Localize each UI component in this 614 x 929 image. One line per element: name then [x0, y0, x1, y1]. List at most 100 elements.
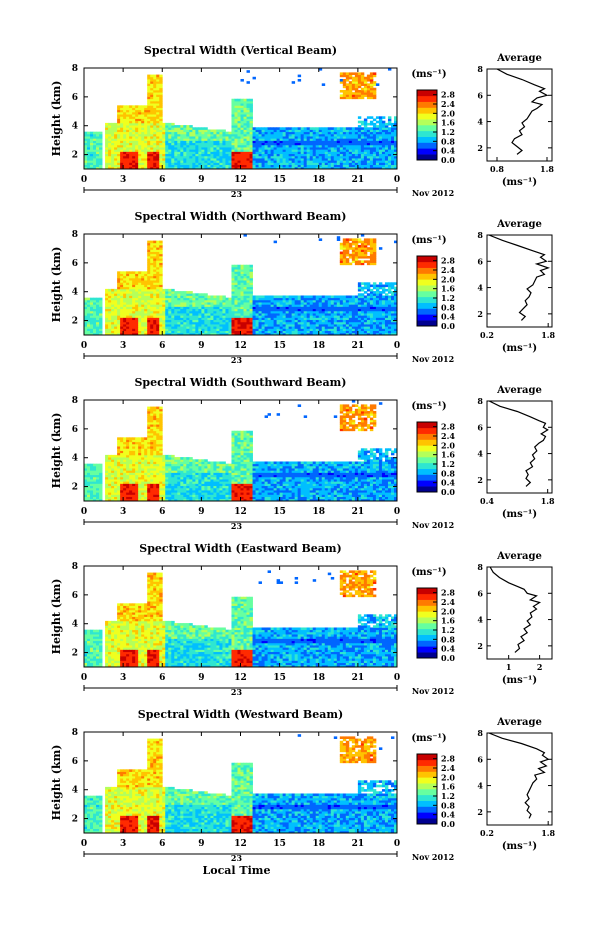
heatmap-cell [84, 162, 88, 166]
heatmap-cell [210, 313, 214, 316]
heatmap-cell [381, 131, 386, 135]
heatmap-cell [150, 326, 154, 329]
heatmap-cell [384, 133, 389, 137]
heatmap-cell [375, 315, 380, 318]
heatmap-cell [225, 131, 229, 135]
heatmap-cell [207, 153, 211, 157]
heatmap-cell [168, 147, 172, 150]
heatmap-cell [288, 149, 293, 152]
heatmap-cell [111, 330, 115, 334]
heatmap-cell [381, 162, 386, 166]
heatmap-cell [393, 330, 398, 334]
heatmap-cell [159, 306, 163, 310]
heatmap-cell [366, 153, 371, 157]
heatmap-cell [303, 313, 308, 316]
heatmap-cell [300, 142, 305, 146]
heatmap-cell [354, 260, 359, 263]
heatmap-cell [267, 313, 271, 316]
heatmap-cell [114, 158, 118, 161]
heatmap-cell [165, 310, 169, 314]
heatmap-cell [309, 144, 314, 148]
heatmap-cell [120, 105, 124, 108]
heatmap-cell [162, 332, 166, 336]
heatmap-cell [210, 158, 214, 161]
heatmap-cell [93, 326, 97, 329]
heatmap-cell [312, 144, 317, 148]
heatmap-cell [234, 147, 238, 150]
heatmap-cell [189, 299, 193, 303]
heatmap-cell [333, 302, 338, 305]
heatmap-cell [156, 160, 160, 163]
heatmap-cell [120, 302, 124, 305]
heatmap-cell [243, 328, 247, 332]
heatmap-cell [363, 326, 368, 329]
heatmap-cell [270, 308, 275, 312]
heatmap-cell [195, 315, 199, 318]
heatmap-cell [312, 304, 317, 307]
heatmap-cell [357, 328, 362, 332]
heatmap-cell [327, 295, 332, 299]
heatmap-cell [375, 332, 380, 336]
heatmap-cell [246, 103, 250, 106]
heatmap-cell [99, 299, 103, 303]
heatmap-cell [369, 85, 374, 89]
heatmap-cell [189, 310, 193, 314]
heatmap-cell [372, 149, 377, 152]
heatmap-cell [384, 313, 389, 316]
heatmap-cell [177, 332, 181, 336]
heatmap-cell [357, 127, 362, 130]
heatmap-cell [144, 155, 148, 159]
heatmap-cell [285, 142, 290, 146]
heatmap-cell [372, 136, 377, 139]
heatmap-cell [351, 258, 356, 261]
heatmap-cell [135, 297, 139, 301]
heatmap-cell [150, 262, 154, 266]
heatmap-cell [162, 295, 166, 299]
heatmap-cell [234, 125, 238, 128]
heatmap-cell [240, 116, 244, 119]
heatmap-cell [144, 158, 148, 161]
heatmap-cell [198, 151, 202, 155]
heatmap-cell [369, 244, 374, 248]
heatmap-cell [261, 144, 265, 148]
heatmap-cell [360, 153, 365, 157]
heatmap-cell [348, 255, 353, 259]
heatmap-cell [171, 133, 175, 137]
heatmap-cell [93, 142, 97, 146]
heatmap-cell [228, 136, 232, 139]
heatmap-cell [126, 105, 130, 108]
heatmap-cell [141, 317, 145, 321]
heatmap-cell [147, 264, 151, 268]
heatmap-cell [210, 324, 214, 327]
colorbar-swatch [417, 107, 437, 114]
heatmap-cell [117, 315, 121, 318]
heatmap-cell [354, 310, 359, 314]
heatmap-cell [366, 89, 371, 93]
heatmap-cell [198, 328, 202, 332]
heatmap-cell [393, 122, 398, 126]
heatmap-cell [156, 295, 160, 299]
heatmap-cell [249, 149, 253, 152]
heatmap-cell [309, 164, 314, 168]
heatmap-cell [246, 160, 250, 163]
heatmap-cell [249, 120, 253, 124]
heatmap-cell [198, 160, 202, 163]
heatmap-cell [360, 321, 365, 325]
heatmap-cell [366, 328, 371, 332]
heatmap-cell [150, 253, 154, 257]
heatmap-cell [351, 127, 356, 130]
heatmap-cell [141, 142, 145, 146]
heatmap-cell [228, 306, 232, 310]
heatmap-cell [135, 284, 139, 288]
heatmap-cell [147, 78, 151, 82]
heatmap-cell [369, 127, 374, 130]
heatmap-cell [150, 116, 154, 119]
heatmap-cell [315, 129, 320, 133]
heatmap-cell [219, 326, 223, 329]
heatmap-cell [159, 138, 163, 141]
heatmap-cell [111, 306, 115, 310]
heatmap-cell [309, 308, 314, 312]
heatmap-cell [162, 310, 166, 314]
heatmap-cell [192, 297, 196, 301]
heatmap-cell [384, 284, 389, 288]
